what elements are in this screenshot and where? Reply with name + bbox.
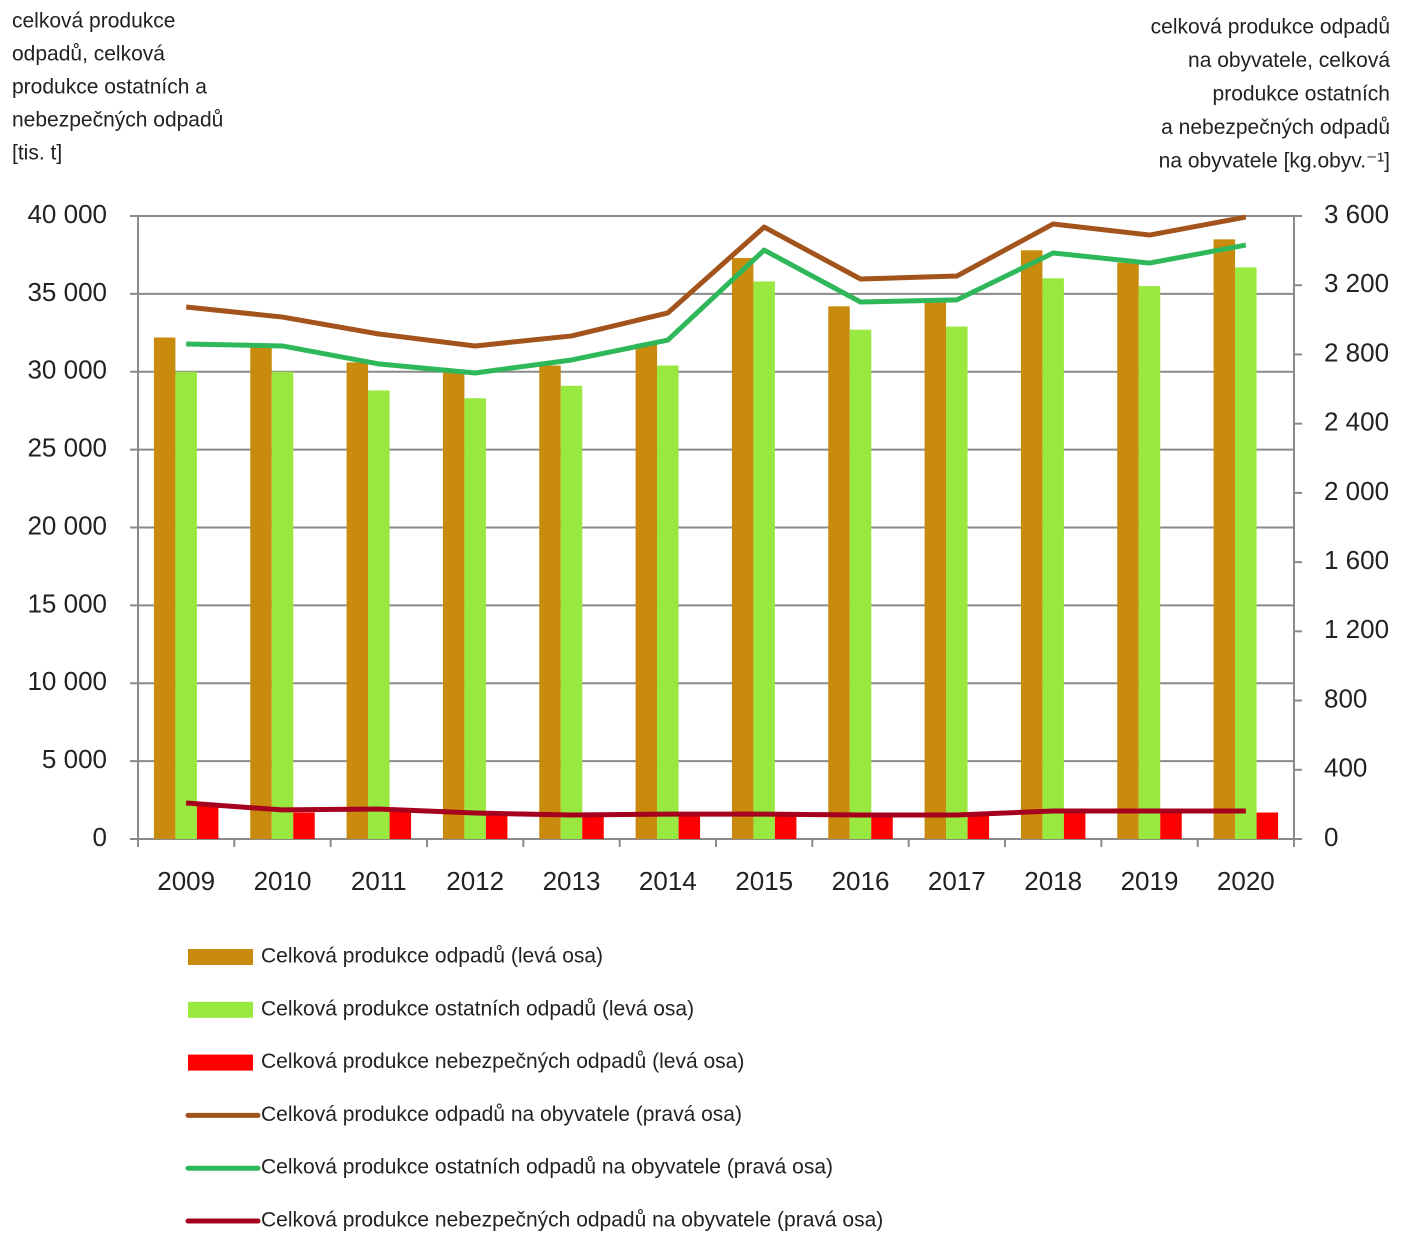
- y-tick-label: 20 000: [27, 510, 107, 540]
- y2-tick-label: 400: [1324, 753, 1367, 783]
- y-axis-title: nebezpečných odpadů: [12, 109, 223, 132]
- line: [185, 214, 1247, 349]
- bar: [250, 345, 272, 839]
- y2-axis-title: na obyvatele, celková: [1188, 49, 1390, 72]
- y2-tick-label: 800: [1324, 683, 1367, 713]
- legend-label: Celková produkce nebezpečných odpadů (le…: [261, 1050, 744, 1073]
- bar: [389, 810, 412, 839]
- bar: [485, 812, 508, 839]
- y2-tick-label: 3 200: [1324, 268, 1389, 298]
- bar: [346, 362, 369, 839]
- legend-label: Celková produkce ostatních odpadů (levá …: [261, 997, 694, 1020]
- y2-axis-title: celková produkce odpadů: [1151, 16, 1390, 39]
- x-tick-label: 2019: [1121, 866, 1179, 896]
- y-tick-label: 5 000: [42, 744, 107, 774]
- y2-tick-label: 2 000: [1324, 476, 1389, 506]
- x-tick-label: 2009: [157, 866, 215, 896]
- x-tick-label: 2018: [1024, 866, 1082, 896]
- y2-axis-title: na obyvatele [kg.obyv.⁻¹]: [1159, 150, 1390, 173]
- y2-tick-label: 2 400: [1324, 407, 1389, 437]
- bar: [924, 300, 947, 840]
- y2-tick-label: 3 600: [1324, 199, 1389, 229]
- bar: [678, 812, 701, 839]
- bar: [153, 337, 176, 839]
- y-tick-label: 0: [93, 822, 107, 852]
- bar: [464, 398, 486, 839]
- bar: [175, 371, 197, 839]
- y2-axis-title: produkce ostatních: [1213, 83, 1390, 106]
- bar: [1213, 239, 1236, 840]
- x-tick-label: 2015: [735, 866, 793, 896]
- x-tick-label: 2020: [1217, 866, 1275, 896]
- bar: [1235, 267, 1257, 840]
- y2-tick-label: 1 600: [1324, 545, 1389, 575]
- bar: [196, 804, 219, 839]
- x-tick-label: 2012: [446, 866, 504, 896]
- bar: [731, 258, 754, 839]
- y-axis-title: produkce ostatních a: [12, 76, 207, 99]
- line: [186, 242, 1247, 376]
- bar: [657, 365, 679, 839]
- bar: [1042, 278, 1064, 839]
- legend-label: Celková produkce odpadů na obyvatele (pr…: [261, 1103, 742, 1126]
- x-tick-label: 2016: [832, 866, 890, 896]
- bar: [560, 385, 583, 839]
- bar: [946, 326, 968, 839]
- bar: [967, 814, 990, 839]
- bar: [871, 814, 893, 839]
- bar: [582, 814, 604, 839]
- bar: [368, 390, 390, 839]
- legend-label: Celková produkce nebezpečných odpadů na …: [261, 1209, 883, 1232]
- bar: [753, 281, 775, 839]
- bar: [442, 370, 465, 839]
- bar: [293, 812, 315, 839]
- y2-tick-label: 2 800: [1324, 337, 1389, 367]
- y-axis-title: odpadů, celková: [12, 43, 165, 66]
- x-tick-label: 2011: [351, 866, 407, 896]
- bar: [828, 306, 850, 840]
- bar: [774, 812, 797, 839]
- bar: [1138, 286, 1161, 839]
- x-tick-label: 2017: [928, 866, 986, 896]
- bar: [539, 365, 561, 839]
- bar: [1117, 262, 1139, 840]
- bar: [635, 343, 658, 839]
- y-tick-label: 30 000: [27, 355, 107, 385]
- bar: [849, 329, 872, 839]
- bar: [1063, 812, 1086, 839]
- y2-axis-title: a nebezpečných odpadů: [1161, 116, 1390, 139]
- line: [185, 800, 1246, 818]
- legend-swatch: [188, 949, 253, 965]
- y-tick-label: 25 000: [27, 433, 107, 463]
- bar: [1020, 250, 1043, 839]
- y-tick-label: 35 000: [27, 277, 107, 307]
- x-tick-label: 2013: [543, 866, 601, 896]
- legend-label: Celková produkce ostatních odpadů na oby…: [261, 1156, 833, 1179]
- y2-tick-label: 0: [1324, 822, 1338, 852]
- x-tick-label: 2010: [254, 866, 312, 896]
- y-tick-label: 10 000: [27, 666, 107, 696]
- y-tick-label: 40 000: [27, 199, 107, 229]
- y2-tick-label: 1 200: [1324, 614, 1389, 644]
- y-axis-title: [tis. t]: [12, 142, 62, 165]
- legend-swatch: [188, 1001, 253, 1018]
- legend-swatch: [188, 1054, 253, 1071]
- legend-label: Celková produkce odpadů (levá osa): [261, 945, 603, 968]
- y-tick-label: 15 000: [27, 588, 107, 618]
- x-tick-label: 2014: [639, 866, 697, 896]
- bar: [1256, 812, 1279, 839]
- y-axis-title: celková produkce: [12, 10, 175, 33]
- bar: [271, 371, 294, 839]
- bar: [1160, 812, 1182, 839]
